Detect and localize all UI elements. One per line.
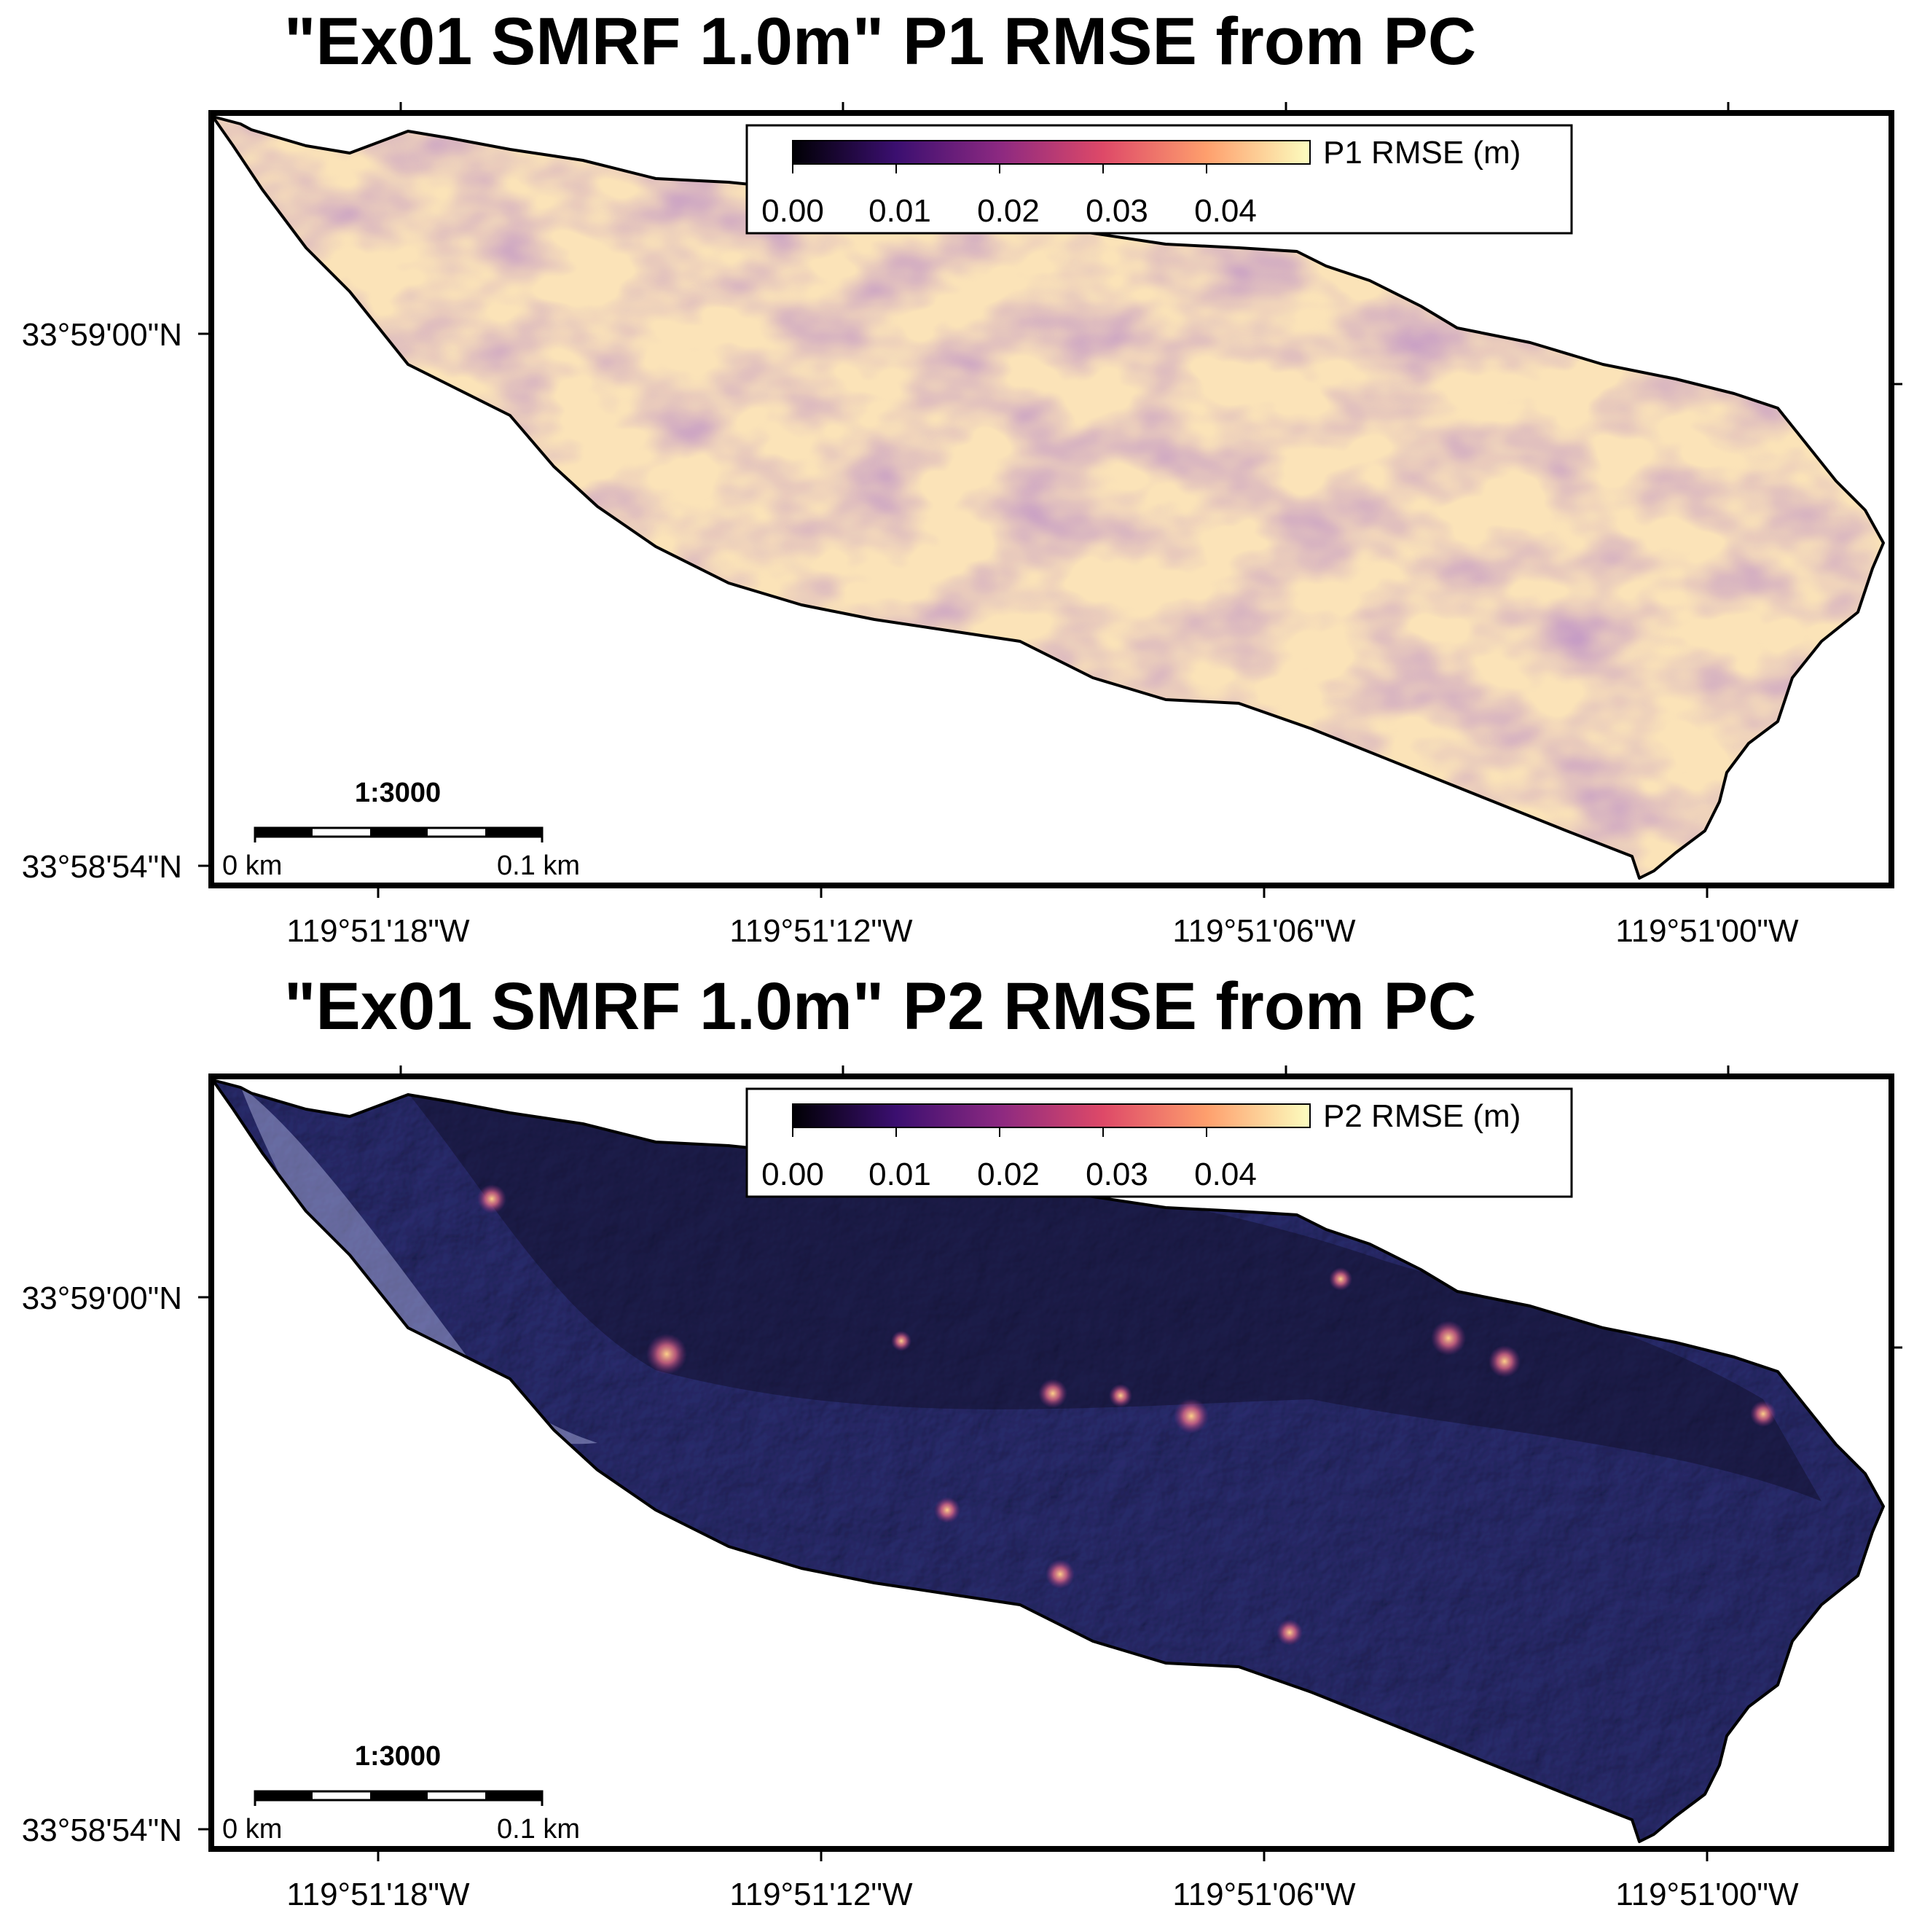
lat-label: 33°58'54"N <box>22 1812 182 1848</box>
map-frame <box>208 110 1894 888</box>
colorbar-tick: 0.04 <box>1194 193 1257 229</box>
scale-bar: 1:3000 0 km 0.1 km <box>222 1741 580 1845</box>
colorbar <box>792 140 1311 165</box>
lat-axis: 33°59'00"N 33°58'54"N <box>22 1280 211 1848</box>
panel-p2: "Ex01 SMRF 1.0m" P2 RMSE from PC <box>22 969 1902 1912</box>
lon-label: 119°51'00"W <box>1615 1877 1799 1912</box>
panel-title: "Ex01 SMRF 1.0m" P2 RMSE from PC <box>284 969 1476 1044</box>
lon-label: 119°51'00"W <box>1615 913 1799 949</box>
colorbar-tick: 0.04 <box>1194 1157 1257 1192</box>
lon-axis: 119°51'18"W 119°51'12"W 119°51'06"W 119°… <box>286 885 1799 949</box>
scale-bar: 1:3000 0 km 0.1 km <box>222 778 580 881</box>
lat-label: 33°59'00"N <box>22 317 182 353</box>
lon-label: 119°51'06"W <box>1172 1877 1356 1912</box>
lon-label: 119°51'18"W <box>286 1877 470 1912</box>
colorbar-tick: 0.01 <box>868 193 931 229</box>
colorbar-tick: 0.03 <box>1086 193 1148 229</box>
colorbar-tick: 0.02 <box>977 1157 1040 1192</box>
lat-label: 33°59'00"N <box>22 1280 182 1316</box>
scale-end: 0.1 km <box>497 850 580 881</box>
colorbar-label: P1 RMSE (m) <box>1323 135 1521 171</box>
colorbar <box>792 1103 1311 1128</box>
lon-label: 119°51'18"W <box>286 913 470 949</box>
colorbar-label: P2 RMSE (m) <box>1323 1098 1521 1134</box>
scale-ratio: 1:3000 <box>355 778 441 808</box>
colorbar-legend: P1 RMSE (m) 0.00 0.01 0.02 0.03 0.04 <box>745 124 1573 235</box>
panel-p1: "Ex01 SMRF 1.0m" P1 RMSE from PC 33°59'0… <box>22 4 1902 949</box>
hotspots <box>477 1184 1776 1646</box>
scale-end: 0.1 km <box>497 1814 580 1845</box>
scale-start: 0 km <box>222 850 282 881</box>
lon-label: 119°51'12"W <box>729 1877 913 1912</box>
colorbar-tick: 0.00 <box>761 1157 824 1192</box>
colorbar-tick: 0.03 <box>1086 1157 1148 1192</box>
scale-start: 0 km <box>222 1814 282 1845</box>
lon-label: 119°51'12"W <box>729 913 913 949</box>
colorbar-tick: 0.02 <box>977 193 1040 229</box>
colorbar-legend: P2 RMSE (m) 0.00 0.01 0.02 0.03 0.04 <box>745 1087 1573 1198</box>
panel-title: "Ex01 SMRF 1.0m" P1 RMSE from PC <box>284 4 1476 79</box>
colorbar-tick: 0.00 <box>761 193 824 229</box>
scale-ratio: 1:3000 <box>355 1741 441 1772</box>
lat-axis: 33°59'00"N 33°58'54"N <box>22 317 211 885</box>
map-frame <box>208 1073 1894 1852</box>
colorbar-tick: 0.01 <box>868 1157 931 1192</box>
lon-axis: 119°51'18"W 119°51'12"W 119°51'06"W 119°… <box>286 1849 1799 1912</box>
lon-label: 119°51'06"W <box>1172 913 1356 949</box>
lat-label: 33°58'54"N <box>22 849 182 885</box>
